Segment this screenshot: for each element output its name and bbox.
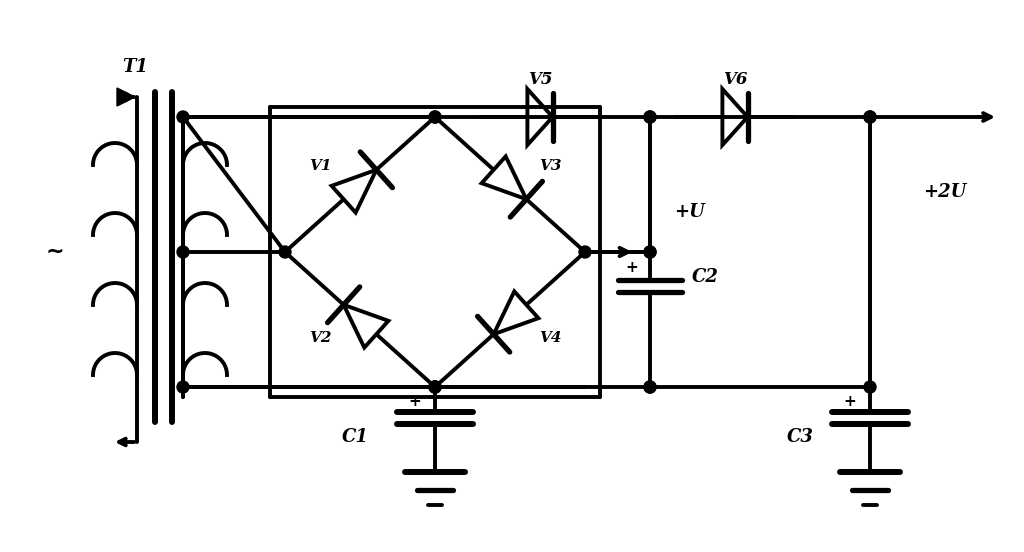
Polygon shape [332, 170, 377, 213]
Text: C1: C1 [342, 428, 369, 446]
Text: V5: V5 [527, 71, 552, 88]
Circle shape [177, 381, 189, 393]
Text: V4: V4 [539, 331, 561, 344]
Circle shape [177, 111, 189, 123]
Circle shape [644, 111, 656, 123]
Polygon shape [117, 88, 135, 106]
Circle shape [429, 111, 441, 123]
Text: +: + [409, 395, 421, 410]
Circle shape [864, 111, 876, 123]
Circle shape [429, 111, 441, 123]
Text: ~: ~ [46, 242, 65, 262]
Circle shape [864, 381, 876, 393]
Circle shape [644, 381, 656, 393]
Text: +: + [626, 261, 638, 275]
Circle shape [177, 246, 189, 258]
Circle shape [644, 111, 656, 123]
Text: C3: C3 [786, 428, 813, 446]
Circle shape [644, 246, 656, 258]
Text: V3: V3 [539, 160, 561, 173]
Circle shape [429, 381, 441, 393]
Circle shape [864, 111, 876, 123]
Circle shape [644, 246, 656, 258]
Text: C2: C2 [691, 268, 719, 286]
Circle shape [579, 246, 591, 258]
Polygon shape [344, 305, 388, 348]
Text: +U: +U [675, 203, 706, 221]
Circle shape [429, 381, 441, 393]
Polygon shape [494, 291, 539, 334]
Text: +: + [844, 395, 856, 410]
Circle shape [279, 246, 291, 258]
Text: V1: V1 [309, 160, 331, 173]
Text: V2: V2 [309, 331, 331, 344]
Text: +2U: +2U [924, 183, 967, 201]
Circle shape [429, 381, 441, 393]
Circle shape [644, 381, 656, 393]
Text: T1: T1 [122, 58, 147, 76]
Text: V6: V6 [723, 71, 748, 88]
Polygon shape [481, 156, 526, 199]
